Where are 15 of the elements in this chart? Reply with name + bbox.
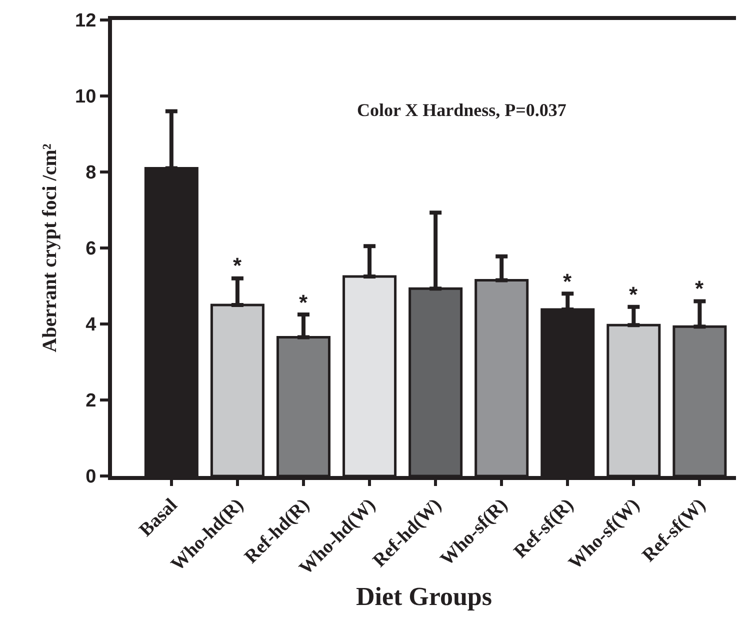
data-label: *: [299, 290, 308, 315]
y-tick-label: 4: [86, 314, 97, 336]
data-label: *: [629, 282, 638, 307]
y-tick-label: 2: [86, 390, 96, 412]
data-label: *: [233, 253, 242, 278]
y-tick-label: 10: [75, 86, 96, 108]
y-tick-label: 12: [75, 10, 96, 32]
x-axis-title: Diet Groups: [356, 582, 492, 612]
y-tick-label: 6: [86, 238, 96, 260]
y-axis-title: Aberrant crypt foci /cm²: [39, 144, 62, 352]
annotation: Color X Hardness, P=0.037: [357, 100, 566, 120]
data-label: *: [563, 269, 572, 294]
y-tick-label: 0: [86, 466, 96, 488]
data-label: *: [695, 276, 704, 301]
y-tick-label: 8: [86, 162, 96, 184]
